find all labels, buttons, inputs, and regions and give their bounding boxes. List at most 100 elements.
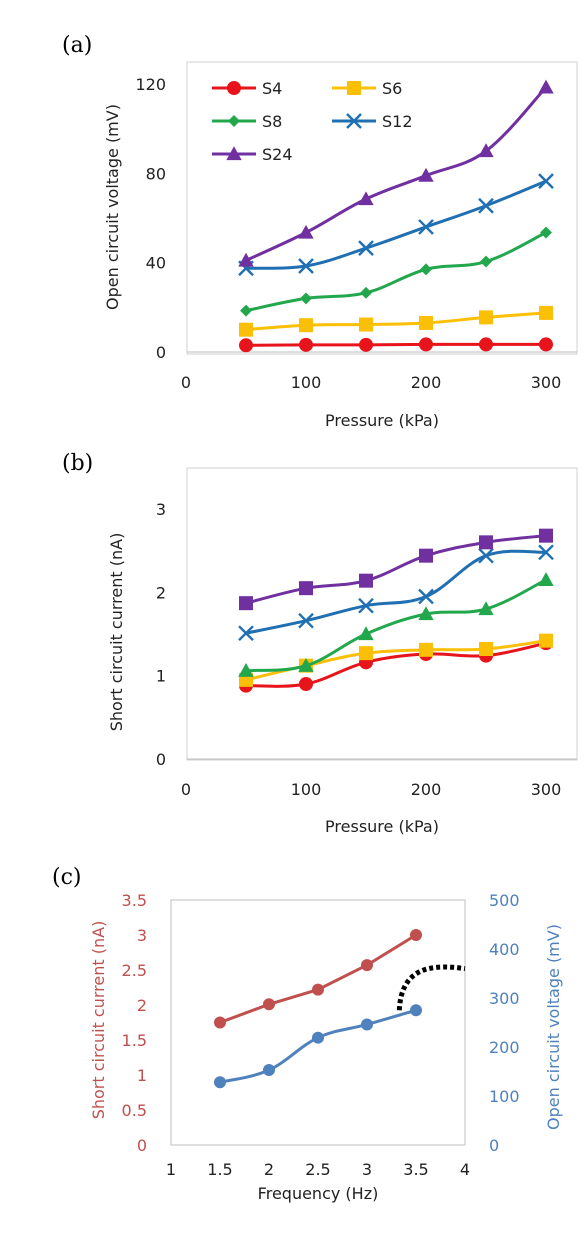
data-point (360, 286, 372, 299)
data-point (479, 642, 493, 656)
data-point (239, 322, 253, 337)
plot-area-a (186, 61, 578, 355)
y-axis-title-c-right: Open circuit voltage (mV) (544, 924, 563, 1130)
series-line-1 (245, 342, 546, 347)
data-point (538, 544, 554, 561)
data-point (359, 317, 373, 332)
x-tick-label: 100 (291, 373, 322, 392)
data-point (298, 224, 314, 239)
y-tick-label: 2 (156, 583, 166, 602)
y2-tick-label: 200 (489, 1038, 520, 1057)
data-point (300, 292, 312, 305)
y-tick-label: 0.5 (122, 1101, 147, 1120)
y2-tick-label: 500 (489, 891, 520, 910)
data-point (419, 642, 433, 657)
series-group-c (214, 929, 422, 1089)
y-tick-label: 80 (146, 164, 166, 183)
plot-area-c (170, 899, 466, 1146)
x-tick-label: 300 (531, 780, 562, 799)
series-line-4 (245, 549, 547, 635)
series-line-2 (245, 639, 547, 682)
legend-a: S4 S6 S8 S12 S24 (212, 79, 413, 164)
plot-area-b (186, 467, 578, 761)
y-axis-title-a: Open circuit voltage (mV) (103, 104, 122, 310)
y-tick-label: 0 (156, 750, 166, 769)
y2-tick-label: 0 (489, 1136, 499, 1155)
legend-marker (346, 113, 362, 129)
data-point (478, 547, 494, 564)
y-tick-label: 2.5 (122, 961, 147, 980)
data-point (214, 1016, 226, 1029)
y2-tick-label: 400 (489, 940, 520, 959)
data-point (238, 252, 254, 267)
data-point (418, 219, 434, 235)
x-tick-label: 1 (166, 1160, 176, 1179)
data-point (312, 1031, 324, 1044)
y-tick-labels-a: 0 40 80 120 (135, 75, 166, 362)
y-tick-label: 2 (137, 996, 147, 1015)
y-tick-label: 120 (135, 75, 166, 94)
data-point (410, 929, 422, 941)
data-point (479, 337, 493, 352)
series-group-b (238, 528, 554, 693)
legend-item-s8: S8 (212, 112, 282, 131)
data-point (239, 596, 253, 611)
x-tick-labels-a: 0 100 200 300 (181, 373, 561, 392)
legend-item-s6: S6 (332, 79, 402, 98)
data-point (479, 310, 493, 325)
data-point (478, 143, 494, 158)
legend-marker (347, 81, 361, 95)
legend-marker (228, 115, 240, 127)
data-point (312, 983, 324, 996)
series-line-current (219, 933, 417, 1024)
dotted-annotation-arc (396, 964, 466, 1011)
data-point (358, 597, 374, 614)
data-point (480, 255, 492, 268)
x-axis-title-a: Pressure (kPa) (325, 411, 439, 430)
data-point (410, 1004, 422, 1017)
data-point (359, 573, 373, 588)
annotation-c (396, 964, 466, 1011)
chart-panel-a: (a) 0 40 80 120 0 100 200 300 Pressure (kPa) O… (62, 33, 578, 430)
data-point (299, 337, 313, 352)
series-line-5 (245, 534, 547, 605)
data-point (240, 304, 252, 317)
data-point (358, 626, 374, 641)
chart-panel-b: (b) 0 1 2 3 0 100 200 300 Pressure (kPa) Short… (62, 451, 578, 836)
data-point (263, 998, 275, 1011)
data-point (419, 315, 433, 330)
legend-label: S4 (262, 79, 282, 98)
data-point (419, 337, 433, 352)
data-point (418, 588, 434, 605)
data-point (298, 258, 314, 274)
panel-label-b: (b) (62, 451, 93, 476)
data-point (238, 662, 254, 677)
y-tick-label: 1 (156, 667, 166, 686)
data-point (299, 677, 313, 691)
data-point (361, 959, 373, 972)
series-line-4 (245, 179, 547, 270)
data-point (538, 173, 554, 189)
series-line-2 (245, 311, 547, 332)
data-point (538, 572, 554, 586)
y2-tick-labels-c: 0 100 200 300 400 500 (489, 891, 520, 1155)
y-tick-labels-b: 0 1 2 3 (156, 500, 166, 769)
data-point (298, 657, 314, 672)
data-point (478, 601, 494, 616)
y-tick-label: 0 (137, 1136, 147, 1155)
legend-item-s24: S24 (212, 145, 293, 164)
y2-tick-label: 300 (489, 989, 520, 1008)
data-point (478, 197, 494, 214)
x-tick-labels-c: 1 1.5 2 2.5 3 3.5 4 (166, 1160, 470, 1179)
legend-item-s12: S12 (332, 112, 413, 131)
y-tick-label: 40 (146, 254, 166, 273)
data-point (299, 318, 313, 333)
legend-marker (226, 146, 242, 161)
data-point (359, 646, 373, 661)
data-point (540, 226, 552, 239)
data-point (238, 625, 254, 642)
legend-label: S6 (382, 79, 402, 98)
x-tick-label: 3 (362, 1160, 372, 1179)
x-tick-label: 1.5 (207, 1160, 232, 1179)
